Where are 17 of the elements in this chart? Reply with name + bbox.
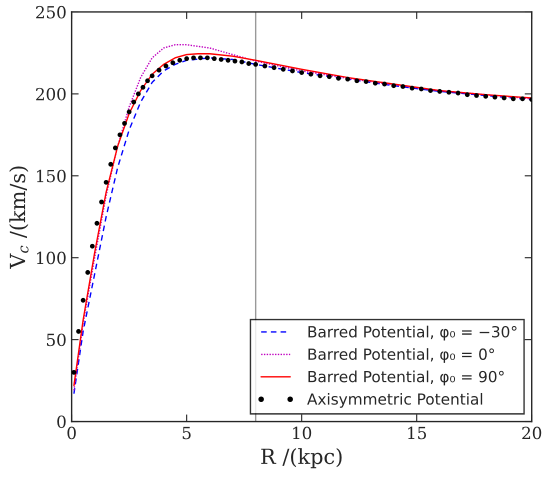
- x-tick-label: 20: [522, 426, 542, 440]
- y-tick-label: 150: [36, 170, 66, 182]
- y-tick-label: 50: [46, 334, 66, 346]
- legend-label: Barred Potential, φ₀ = 90°: [308, 370, 504, 386]
- y-tick-label: 250: [36, 6, 66, 19]
- legend-label: Barred Potential, φ₀ = −30°: [308, 326, 517, 340]
- x-tick-label: 10: [293, 426, 312, 440]
- legend-label: Barred Potential, φ₀ = 0°: [308, 348, 494, 363]
- y-axis-title: V$_{c}$ /(km/s): [9, 166, 29, 269]
- y-tick-label: 200: [36, 88, 66, 100]
- y-tick-label: 100: [36, 252, 66, 264]
- legend-label: Axisymmetric Potential: [307, 392, 482, 408]
- x-tick-label: 5: [182, 426, 191, 440]
- y-tick-label: 0: [57, 415, 66, 428]
- x-tick-label: 0: [67, 426, 76, 440]
- x-axis-title: R /(kpc): [261, 448, 342, 468]
- x-tick-label: 15: [408, 426, 426, 440]
